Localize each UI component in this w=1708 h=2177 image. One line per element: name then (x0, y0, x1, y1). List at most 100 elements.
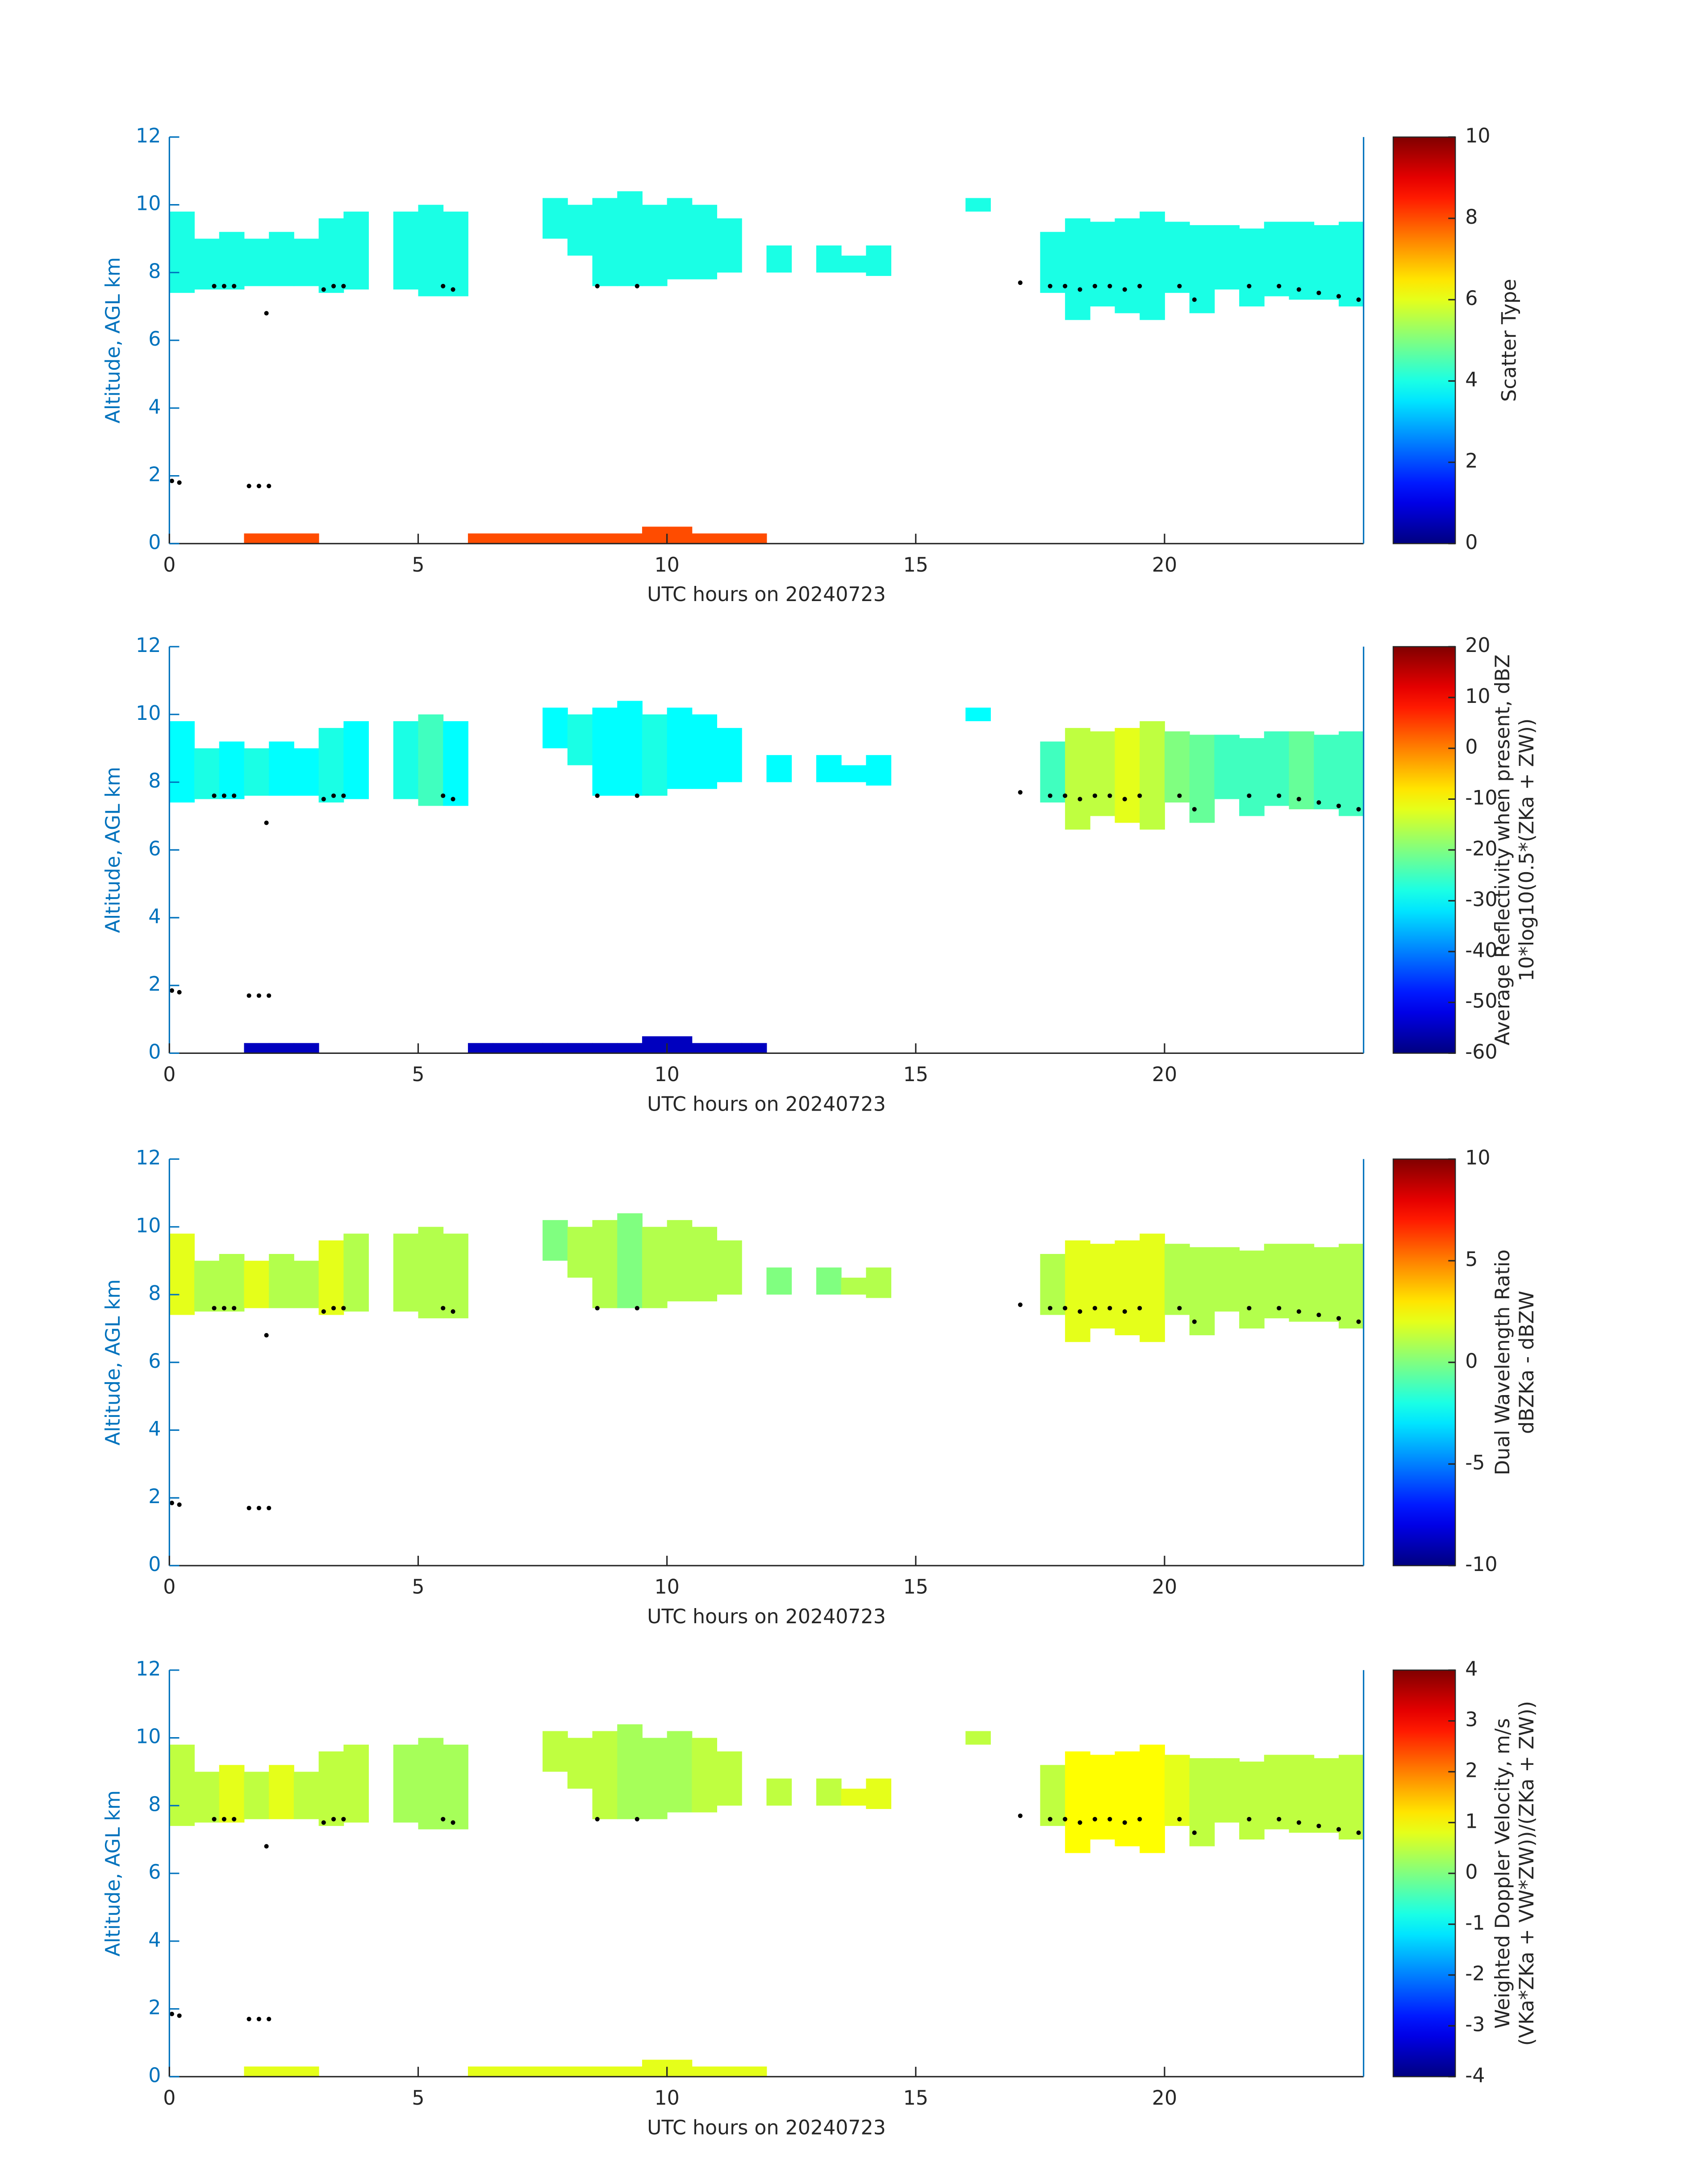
cloud-base-point (1296, 1820, 1301, 1825)
echo-column (1140, 211, 1165, 320)
echo-column (841, 1788, 867, 1806)
echo-column (1338, 1755, 1364, 1840)
cloud-base-point (451, 287, 455, 292)
echo-column (866, 1778, 892, 1809)
cloud-base-point (1137, 793, 1142, 798)
echo-column (393, 211, 419, 290)
echo-column (493, 1043, 518, 1053)
cloud-base-point (1048, 284, 1052, 288)
x-tick-label: 0 (163, 2087, 175, 2110)
echo-column (1214, 735, 1240, 799)
echo-column (642, 526, 668, 544)
cloud-base-point (331, 1306, 336, 1311)
colorbar-tick-label: -10 (1465, 786, 1497, 809)
echo-column (1065, 1240, 1090, 1342)
echo-column (965, 1731, 991, 1745)
x-axis-label: UTC hours on 20240723 (647, 1093, 886, 1116)
echo-column (617, 191, 643, 286)
cloud-base-point (441, 1306, 446, 1311)
echo-column (318, 728, 344, 803)
cloud-base-point (256, 993, 261, 998)
echo-column (493, 533, 518, 544)
echo-column (841, 765, 867, 782)
cloud-base-point (232, 284, 237, 288)
y-tick-label: 10 (136, 1214, 161, 1237)
echo-column (667, 526, 693, 544)
colorbar (1392, 646, 1456, 1054)
cloud-base-point (1063, 284, 1068, 288)
echo-column (1115, 218, 1140, 313)
cloud-base-point (441, 1817, 446, 1822)
cloud-base-point (341, 284, 346, 288)
colorbar-label: dBZKa - dBZW (1516, 1291, 1538, 1434)
cloud-base-point (1247, 1306, 1252, 1311)
echo-column (543, 533, 568, 544)
y-tick-label: 2 (148, 464, 161, 486)
echo-column (293, 748, 319, 796)
echo-column (592, 198, 618, 286)
colorbar (1392, 1158, 1456, 1567)
echo-column (1338, 731, 1364, 816)
echo-column (741, 533, 767, 544)
echo-column (1289, 731, 1315, 810)
cloud-base-point (1177, 793, 1182, 798)
echo-column (443, 721, 468, 806)
cloud-base-point (221, 1306, 226, 1311)
cloud-base-point (1092, 1817, 1098, 1822)
cloud-base-point (212, 1306, 217, 1311)
colorbar-tick-label: 0 (1465, 736, 1478, 759)
y-axis-label: Altitude, AGL km (102, 257, 125, 423)
colorbar-tick-label: -20 (1465, 837, 1497, 860)
cloud-base-point (1296, 797, 1301, 802)
cloud-base-point (1177, 1817, 1182, 1822)
cloud-base-point (1247, 1817, 1252, 1822)
echo-column (1338, 221, 1364, 307)
cloud-base-point (1277, 1306, 1282, 1311)
echo-column (567, 205, 593, 256)
cloud-base-point (177, 990, 182, 994)
x-tick-label: 5 (412, 554, 424, 577)
echo-column (343, 1233, 369, 1312)
echo-column (418, 714, 444, 806)
echo-column (617, 701, 643, 796)
cloud-base-point (1077, 1820, 1082, 1825)
echo-column (617, 1724, 643, 1819)
echo-column (1090, 1755, 1115, 1840)
cloud-base-point (321, 1309, 326, 1314)
cloud-base-point (1048, 1306, 1052, 1311)
cloud-base-point (256, 1505, 261, 1511)
colorbar-label: (VKa*ZKa + VW*ZW))/(ZKa + ZW)) (1516, 1701, 1538, 2046)
x-tick-label: 15 (903, 1576, 928, 1599)
echo-column (194, 1772, 220, 1823)
y-tick-label: 10 (136, 192, 161, 215)
colorbar-label: Weighted Doppler Velocity, m/s (1491, 1718, 1514, 2028)
cloud-base-point (1356, 1319, 1361, 1324)
echo-column (1065, 218, 1090, 320)
y-tick-label: 0 (148, 1553, 161, 1576)
echo-column (717, 1751, 742, 1806)
colorbar-tick-label: 2 (1465, 1759, 1478, 1782)
echo-column (493, 2066, 518, 2077)
echo-column (692, 1227, 718, 1302)
echo-column (418, 1738, 444, 1830)
cloud-base-point (1063, 1306, 1068, 1311)
cloud-base-point (331, 793, 336, 798)
echo-column (717, 533, 742, 544)
echo-column (667, 2060, 693, 2077)
y-tick-label: 2 (148, 973, 161, 996)
cloud-base-point (635, 1817, 639, 1822)
echo-column (169, 1233, 195, 1315)
echo-column (169, 1744, 195, 1826)
echo-column (692, 1043, 718, 1053)
colorbar-tick-label: 5 (1465, 1248, 1478, 1271)
echo-column (1239, 1250, 1265, 1329)
cloud-base-point (1122, 797, 1127, 802)
cloud-base-point (256, 484, 261, 489)
y-axis-label: Altitude, AGL km (102, 1790, 125, 1956)
x-tick-label: 5 (412, 1063, 424, 1086)
echo-column (816, 1778, 842, 1806)
cloud-base-point (177, 2013, 182, 2018)
echo-column (244, 1772, 270, 1819)
colorbar-tick-label: 0 (1465, 531, 1478, 554)
